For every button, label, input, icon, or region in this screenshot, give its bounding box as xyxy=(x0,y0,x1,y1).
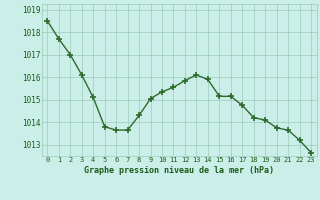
X-axis label: Graphe pression niveau de la mer (hPa): Graphe pression niveau de la mer (hPa) xyxy=(84,166,274,175)
